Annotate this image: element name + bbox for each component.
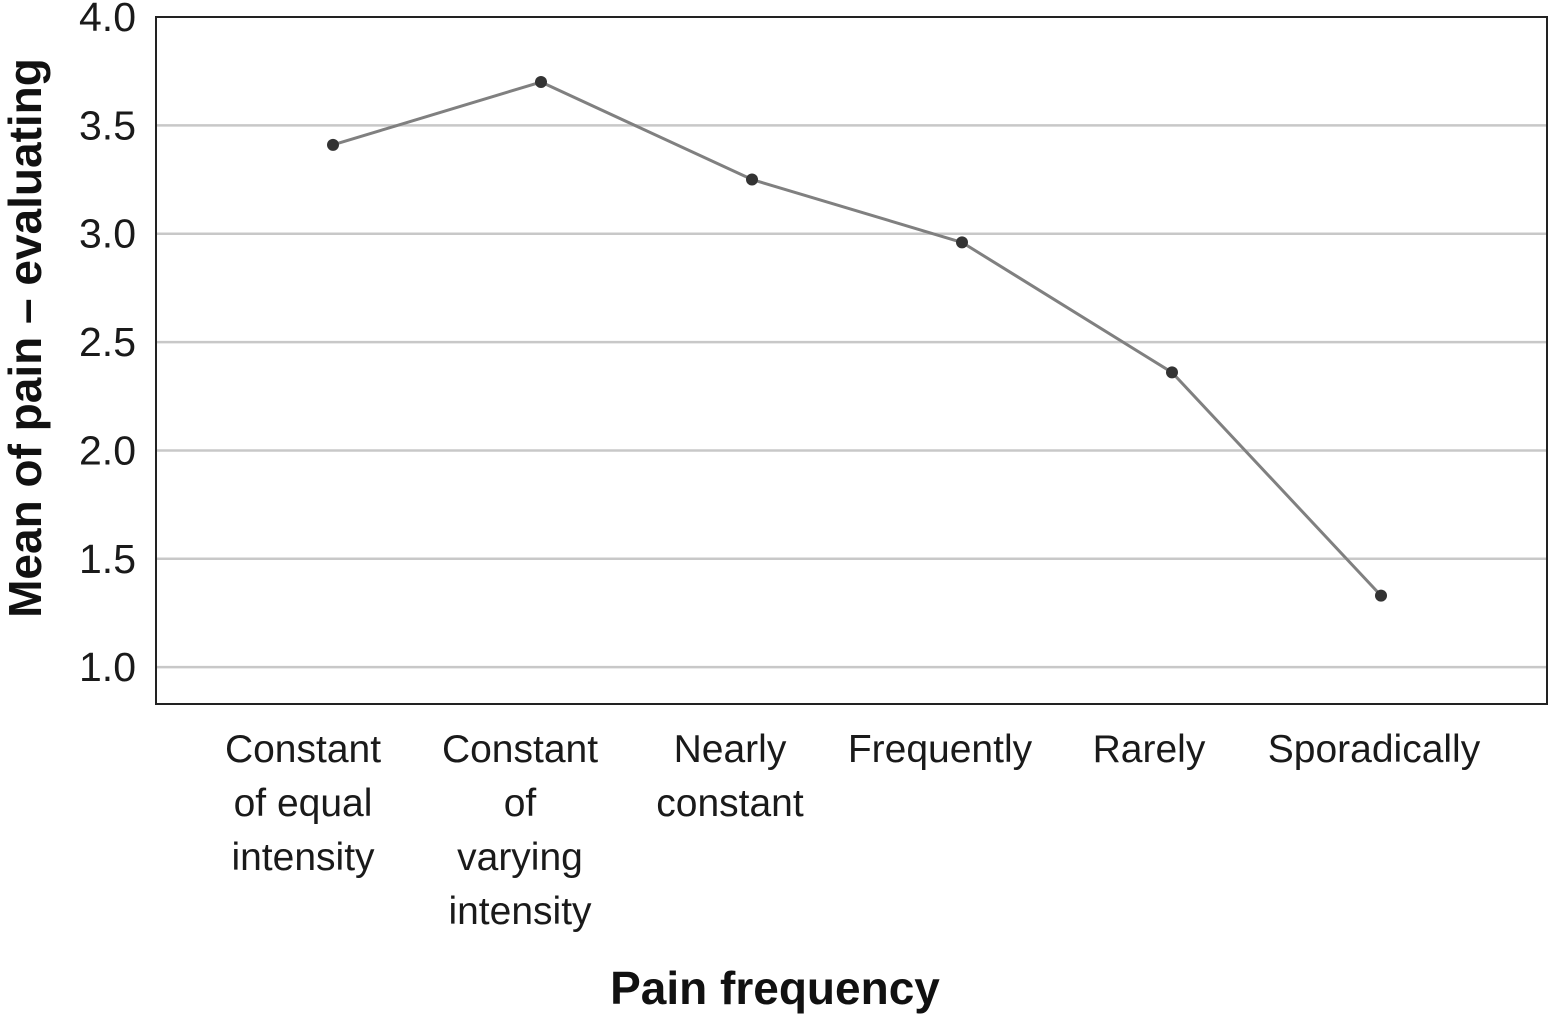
x-category-label-line: Rarely [1093,728,1206,771]
data-point [535,76,547,89]
data-point [746,173,758,186]
x-category-label: Nearly constant [656,728,804,825]
x-category-label-line: Frequently [848,728,1033,771]
data-point [956,236,968,249]
x-category-label-line: constant [656,782,804,825]
x-axis-title: Pain frequency [610,962,940,1014]
y-axis-title: Mean of pain – evaluating [0,58,51,618]
y-tick-label: 1.5 [79,536,136,582]
data-point [1375,589,1387,602]
data-point [1166,366,1178,379]
x-category-label-line: Constant [442,728,598,771]
grid-lines [156,124,1547,669]
x-category-label-line: varying [457,836,583,879]
y-tick-label: 2.5 [79,319,136,365]
x-category-label-line: intensity [231,836,375,879]
x-category-label-line: Constant [225,728,381,771]
plot-frame [155,16,1548,705]
y-tick-label: 3.0 [79,211,136,257]
series-layer [327,76,1387,602]
series-line [332,80,1383,597]
x-category-label-line: of [504,782,537,825]
x-category-label: Constant of equal intensity [225,728,381,879]
x-category-label: Rarely [1093,728,1206,771]
x-category-label: Sporadically [1268,728,1481,771]
data-point [327,138,339,151]
x-category-label: Frequently [848,728,1033,771]
y-tick-label: 1.0 [79,644,136,690]
x-category-label-line: Nearly [674,728,787,771]
x-category-label-line: Sporadically [1268,728,1481,771]
y-tick-labels: 1.0 1.5 2.0 2.5 3.0 3.5 4.0 [79,0,136,690]
x-category-labels: Constant of equal intensity Constant of varyi… [225,728,1481,933]
y-tick-label: 3.5 [79,102,136,148]
x-category-label-line: intensity [448,890,592,933]
y-tick-label: 4.0 [79,0,136,40]
x-category-label-line: of equal [234,782,373,825]
x-category-label: Constant of varying intensity [442,728,598,933]
y-tick-label: 2.0 [79,427,136,473]
